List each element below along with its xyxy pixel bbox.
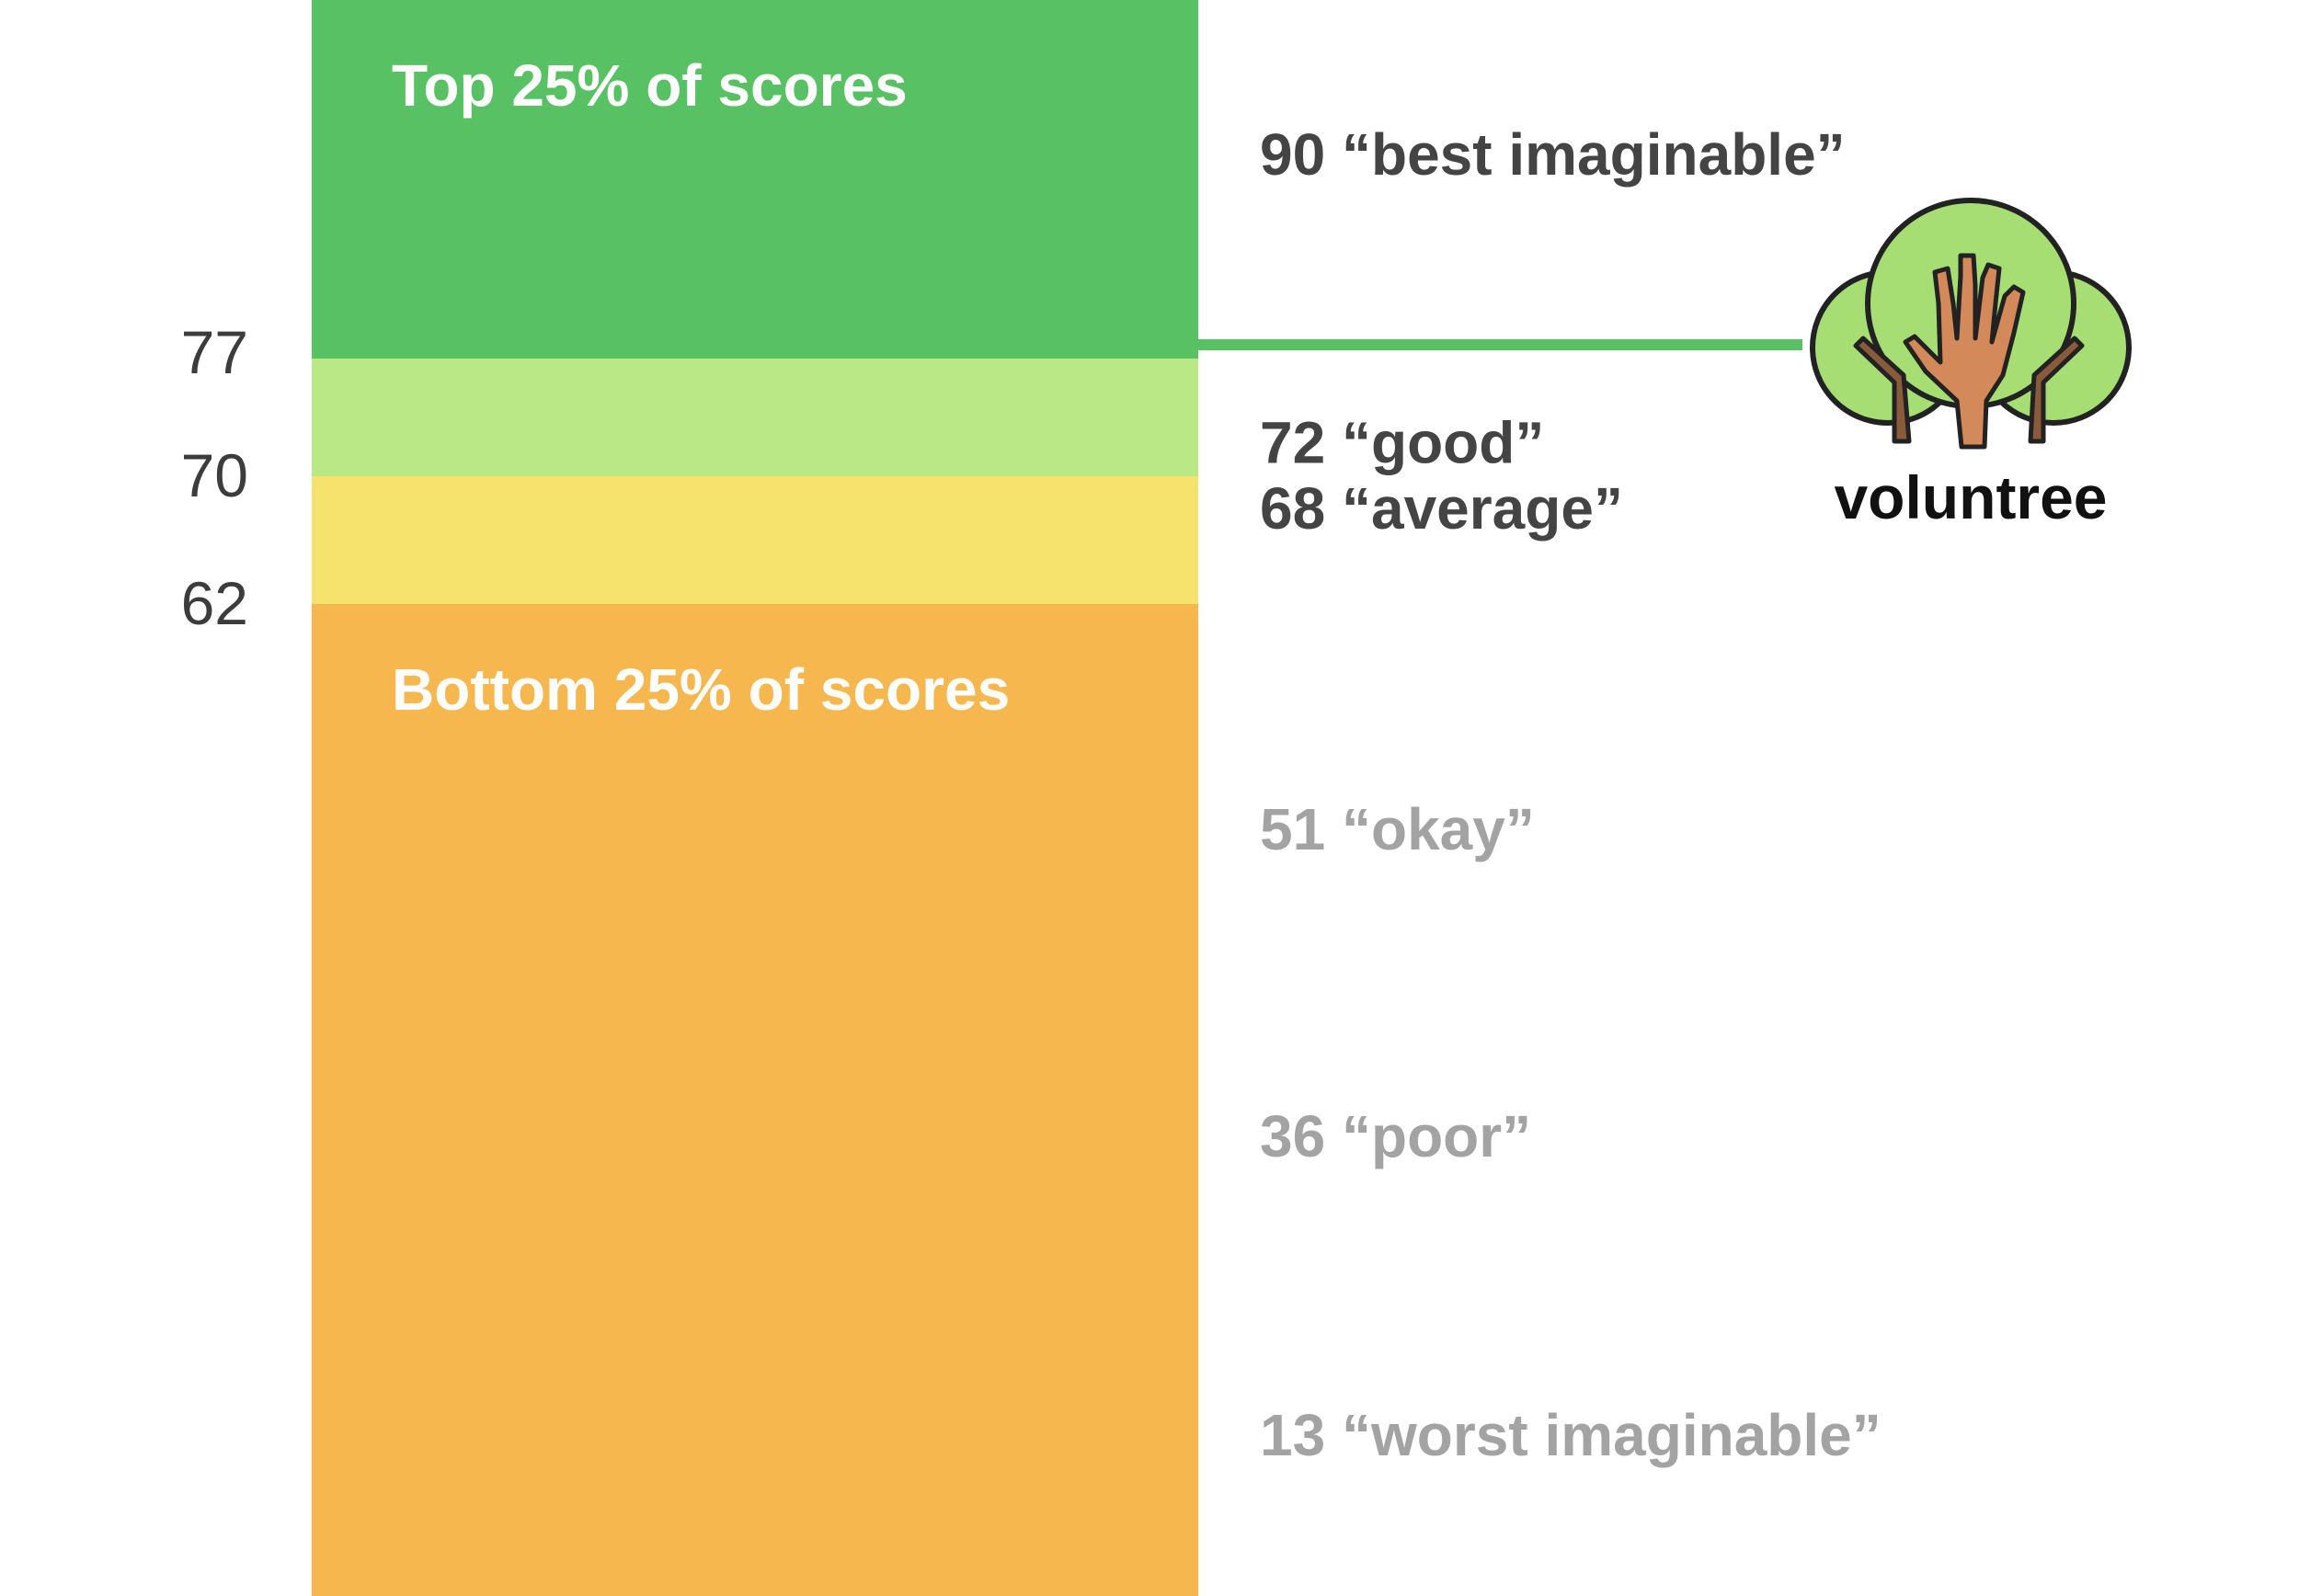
reference-score-label: 68 “average” bbox=[1260, 475, 1623, 542]
reference-score-label: 13 “worst imaginable” bbox=[1260, 1402, 1882, 1468]
band-62-70 bbox=[312, 476, 1198, 604]
band-70-77 bbox=[312, 359, 1198, 476]
tick-label-70: 70 bbox=[181, 441, 248, 509]
reference-scores: 90 “best imaginable” 72 “good”68 “average… bbox=[1260, 121, 1882, 1468]
band-77-90 bbox=[312, 0, 1198, 359]
reference-score-label: 36 “poor” bbox=[1260, 1103, 1531, 1169]
logo-wordmark: voluntree bbox=[1834, 463, 2107, 531]
tick-label-77: 77 bbox=[181, 318, 248, 386]
hand-tree-icon bbox=[1810, 198, 2132, 450]
boundary-ticks: 77 70 62 bbox=[181, 318, 248, 637]
band-13-62 bbox=[312, 604, 1198, 1596]
reference-score-label: 51 “okay” bbox=[1260, 796, 1535, 862]
voluntree-logo: voluntree bbox=[1810, 198, 2132, 531]
tick-label-62: 62 bbox=[181, 569, 248, 637]
band-label: Top 25% of scores bbox=[392, 52, 908, 119]
reference-score-label: 72 “good” bbox=[1260, 409, 1544, 475]
band-label: Bottom 25% of scores bbox=[392, 656, 1010, 723]
reference-score-label: 90 “best imaginable” bbox=[1260, 121, 1846, 188]
score-bands: Top 25% of scores Bottom 25% of scores bbox=[312, 0, 1198, 1596]
